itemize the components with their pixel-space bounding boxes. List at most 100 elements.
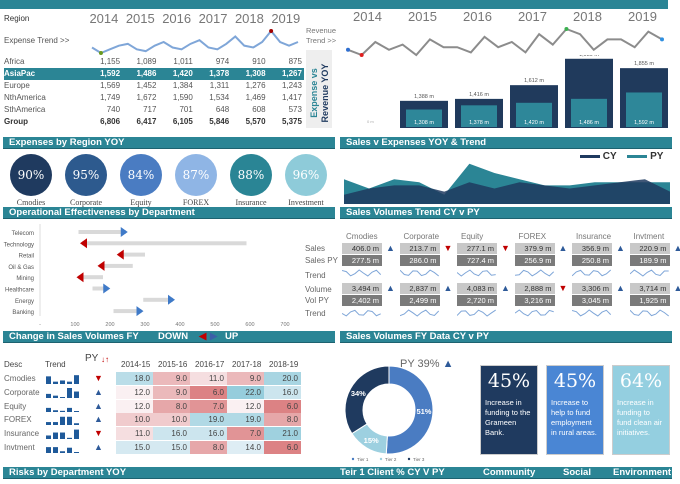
heat-header: Trend	[45, 360, 66, 369]
heat-cell: 16.0	[190, 427, 227, 441]
region-value: 1,749	[100, 93, 121, 102]
expense-circle: 90%	[10, 154, 52, 196]
zero-label: 0 m	[367, 119, 374, 124]
region-value: 1,672	[136, 93, 157, 102]
region-value: 974	[215, 57, 230, 66]
down-arrow-icon: ◀	[199, 331, 207, 342]
circle-pct: 88%	[237, 168, 265, 182]
op-range-bar	[143, 297, 173, 302]
section-risks: Risks by Department YOY Teir 1 Client % …	[3, 467, 672, 479]
heat-row-desc: Corporate	[4, 387, 40, 397]
revenue-years: 2014 2015 2016 2017 2018 2019	[340, 9, 670, 24]
region-value: 1,311	[209, 81, 230, 90]
vol-py-value: 3,216 m	[514, 295, 555, 306]
heat-trend-bars	[46, 375, 79, 384]
circle-label: Investment	[288, 198, 324, 207]
revenue-bar-label: 1,989 m	[579, 55, 599, 58]
op-range-bar	[113, 309, 142, 314]
donut-label: 51%	[416, 407, 431, 416]
expense-trend-label: Expense Trend >>	[4, 36, 70, 45]
section-op-effectiveness: Operational Effectiveness by Department	[3, 207, 335, 219]
heat-cell: 19.0	[190, 413, 227, 427]
sort-icon[interactable]: ↓↑	[101, 355, 109, 364]
card-row-label: Sales	[305, 244, 326, 253]
down-triangle-icon: ▼	[558, 283, 568, 293]
up-triangle-icon: ▲	[94, 400, 103, 411]
region-value: 717	[143, 105, 157, 114]
down-label: DOWN	[158, 331, 189, 342]
revenue-trend-label-2: Trend >>	[306, 36, 337, 45]
year: 2019	[271, 11, 301, 26]
heat-cell: 7.0	[227, 427, 264, 441]
year: 2014	[89, 11, 119, 26]
expense-trend-sparkline	[91, 29, 299, 55]
volume-value: 3,494 m	[342, 283, 382, 294]
sales-value: 213.7 m	[399, 243, 440, 254]
heat-cell: 6.0	[264, 399, 301, 413]
revenue-bar-label: 1,855 m	[634, 61, 654, 67]
trend-line	[347, 27, 663, 57]
sales-value: 379.9 m	[514, 243, 555, 254]
op-range-bar	[92, 286, 109, 291]
heat-cell: 14.0	[227, 441, 264, 454]
expense-circle: 84%	[120, 154, 162, 196]
vol-py-value: 2,402 m	[342, 295, 382, 306]
donut-legend-label: Tier 3	[413, 457, 425, 462]
region-table: Region 2014 2015 2016 2017 2018 2019 Exp…	[4, 12, 304, 128]
up-triangle-icon: ▲	[501, 283, 510, 293]
sales-value: 356.9 m	[572, 243, 612, 254]
region-name: Europe	[4, 81, 30, 90]
top-banner	[0, 0, 668, 9]
year: 2018	[234, 11, 264, 26]
trend-marker	[98, 51, 103, 55]
heat-row-desc: Insurance	[4, 429, 40, 439]
donut-slice	[385, 365, 434, 455]
impact-box: 45% Increase to help to fund employment i…	[546, 365, 604, 455]
down-triangle-icon: ▼	[501, 243, 510, 253]
region-row[interactable]: NthAmerica 1,749 1,672 1,590 1,534 1,469 1,417	[4, 92, 304, 104]
region-row[interactable]: SthAmerica 740 717 701 648 608 573	[4, 104, 304, 116]
revenue-bar-inner-label: 1,420 m	[524, 120, 544, 126]
arrow-left-icon	[80, 238, 87, 249]
heat-cell: 16.0	[153, 427, 190, 441]
region-value: 1,592	[100, 69, 121, 78]
region-value: 1,420	[172, 69, 193, 78]
region-value: 875	[288, 57, 302, 66]
region-value: 1,417	[281, 93, 302, 102]
trend-bar	[46, 407, 51, 412]
region-row[interactable]: Europe 1,569 1,452 1,384 1,311 1,276 1,243	[4, 80, 304, 92]
region-value: 1,243	[281, 81, 302, 90]
region-name: Africa	[4, 57, 25, 66]
trend-bar	[67, 407, 72, 412]
heat-cell: 21.0	[264, 427, 301, 441]
revenue-bar-label: 1,416 m	[469, 92, 489, 98]
region-name: AsiaPac	[4, 69, 36, 78]
region-value: 701	[179, 105, 193, 114]
region-row[interactable]: Group 6,806 6,417 6,105 5,846 5,570 5,375	[4, 116, 304, 128]
revenue-bar-label: 1,388 m	[414, 94, 434, 100]
change-sales-title: Change in Sales Volumes FY	[9, 331, 139, 342]
heat-cell: 8.0	[264, 413, 301, 427]
card-trend-sparkline	[629, 269, 669, 277]
region-row[interactable]: Africa 1,155 1,089 1,011 974 910 875	[4, 56, 304, 68]
trend-bar	[46, 393, 51, 398]
trend-bar	[53, 395, 58, 398]
circle-pct: 90%	[17, 168, 45, 182]
heat-header: 2016-17	[195, 360, 225, 369]
impact-text: Increase in funding to fund clean air in…	[617, 398, 663, 437]
department-label: Healthcare	[5, 288, 35, 294]
department-label: Energy	[15, 299, 34, 305]
region-row[interactable]: AsiaPac 1,592 1,486 1,420 1,378 1,308 1,267	[4, 68, 304, 80]
region-value: 1,267	[281, 69, 302, 78]
trend-bar	[74, 375, 79, 384]
circle-label: Insurance	[235, 198, 267, 207]
section-expenses-by-region: Expenses by Region YOY	[3, 137, 335, 149]
volume-value: 4,083 m	[457, 283, 497, 294]
trend-bar	[53, 447, 58, 453]
heat-row-desc: Equity	[4, 401, 27, 411]
heat-cell: 8.0	[190, 441, 227, 454]
revenue-bar-inner	[571, 98, 607, 127]
card-trend-sparkline	[572, 309, 612, 317]
revenue-bar-inner	[516, 102, 552, 127]
heat-trend-bars	[46, 387, 79, 398]
